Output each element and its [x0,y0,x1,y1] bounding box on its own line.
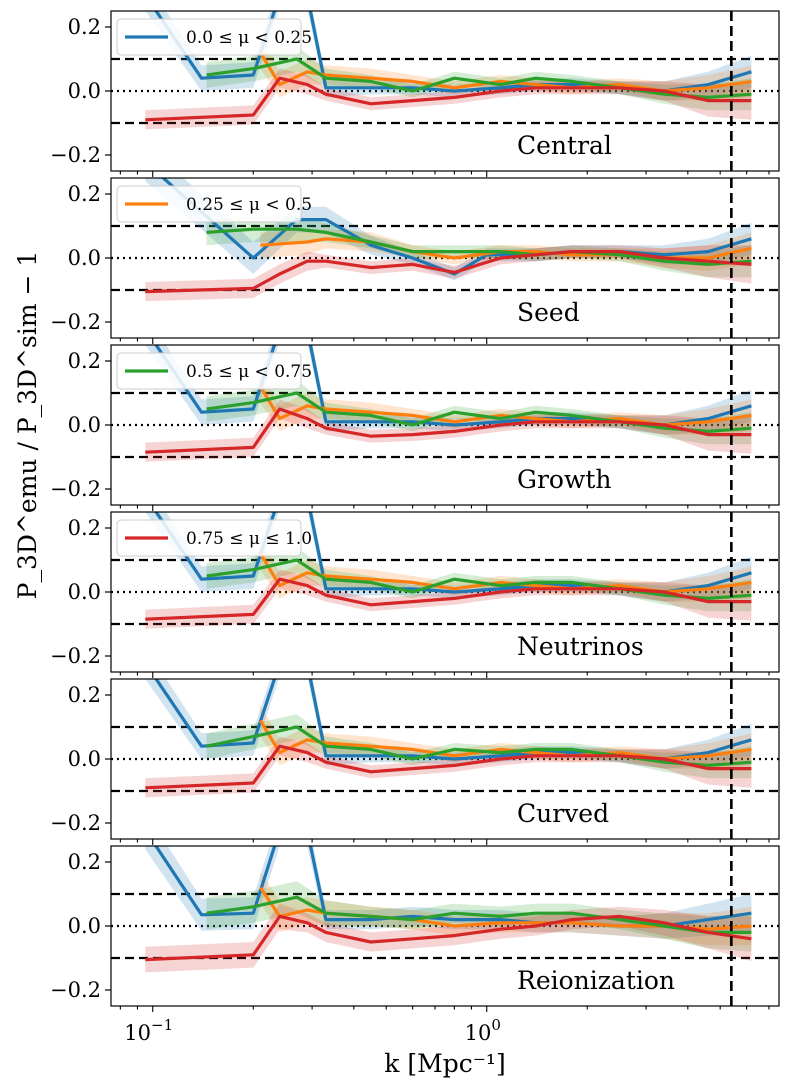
plot-area [111,512,779,629]
x-axis-ticks: 10−1 100 [124,1016,501,1045]
y-axis-label: P_3D^emu / P_3D^sim − 1 [13,251,42,600]
uncertainty-band [145,512,752,602]
series-line [145,914,752,962]
legend-box [116,352,302,390]
y-tick-label: −0.2 [50,310,101,334]
uncertainty-band [145,679,752,769]
panel-growth: 0.2 0.0 −0.2 Growth 0.5 ≤ μ < 0.75 [50,344,780,511]
plot-area [111,679,779,798]
uncertainty-band [206,216,752,278]
series-line [160,178,752,276]
uncertainty-band [145,11,752,101]
y-tick-label: 0.0 [68,79,101,103]
panel-reionization: 0.2 0.0 −0.2 Reionization [50,845,780,1012]
legend-box [116,18,302,56]
y-tick-label: 0.2 [68,850,101,874]
legend: 0.25 ≤ μ < 0.5 [116,185,312,223]
series-line [206,558,752,600]
series-line [206,391,752,433]
series-line [145,76,752,122]
legend-label: 0.75 ≤ μ ≤ 1.0 [186,529,312,549]
y-tick-label: 0.2 [68,182,101,206]
legend: 0.5 ≤ μ < 0.75 [116,352,312,390]
panel-curved: 0.2 0.0 −0.2 Curved [50,678,780,845]
series-line [206,57,752,99]
plot-area [111,178,779,302]
y-tick-label: 0.2 [68,516,101,540]
uncertainty-band [206,380,752,445]
x-tick-label: 100 [465,1016,501,1045]
uncertainty-band [206,714,752,779]
y-tick-label: 0.2 [68,15,101,39]
y-tick-label: −0.2 [50,811,101,835]
plot-area [111,11,779,130]
y-tick-label: −0.2 [50,143,101,167]
series-line [145,407,752,454]
y-tick-label: 0.0 [68,914,101,938]
x-axis-label: k [Mpc⁻¹] [384,1049,505,1078]
legend: 0.75 ≤ μ ≤ 1.0 [116,519,312,557]
legend-box [116,519,302,557]
legend-box [116,185,302,223]
series-line [145,250,752,294]
y-tick-label: −0.2 [50,644,101,668]
uncertainty-band [206,46,752,111]
y-tick-label: −0.2 [50,978,101,1002]
series-line [206,227,752,266]
panel-label: Reionization [517,966,675,995]
panel-label: Neutrinos [517,632,644,661]
uncertainty-band [145,345,752,435]
legend-label: 0.0 ≤ μ < 0.25 [186,28,312,48]
panels: 0.2 0.0 −0.2 Central 0.0 ≤ μ < 0.25 0.2 0.0 −0.… [50,10,780,1012]
x-tick-label: 10−1 [124,1016,173,1045]
panel-neutrinos: 0.2 0.0 −0.2 Neutrinos 0.75 ≤ μ ≤ 1.0 [50,511,780,678]
legend-label: 0.25 ≤ μ < 0.5 [186,195,312,215]
y-tick-label: 0.2 [68,349,101,373]
series-line [206,895,752,934]
panel-central: 0.2 0.0 −0.2 Central 0.0 ≤ μ < 0.25 [50,10,780,177]
plot-area [111,345,779,462]
panel-label: Seed [517,298,580,327]
legend-label: 0.5 ≤ μ < 0.75 [186,362,312,382]
y-tick-label: 0.0 [68,580,101,604]
y-tick-label: 0.0 [68,413,101,437]
series-line [145,744,752,790]
panel-label: Growth [517,465,612,494]
panel-label: Curved [517,799,609,828]
panel-seed: 0.2 0.0 −0.2 Seed 0.25 ≤ μ < 0.5 [50,177,780,344]
y-tick-label: −0.2 [50,477,101,501]
y-tick-label: 0.2 [68,683,101,707]
plot-area [111,846,779,973]
y-tick-label: 0.0 [68,246,101,270]
series-line [206,725,752,767]
y-tick-label: 0.0 [68,747,101,771]
uncertainty-band [206,547,752,612]
series-line [145,577,752,621]
panel-label: Central [517,131,612,160]
legend: 0.0 ≤ μ < 0.25 [116,18,312,56]
